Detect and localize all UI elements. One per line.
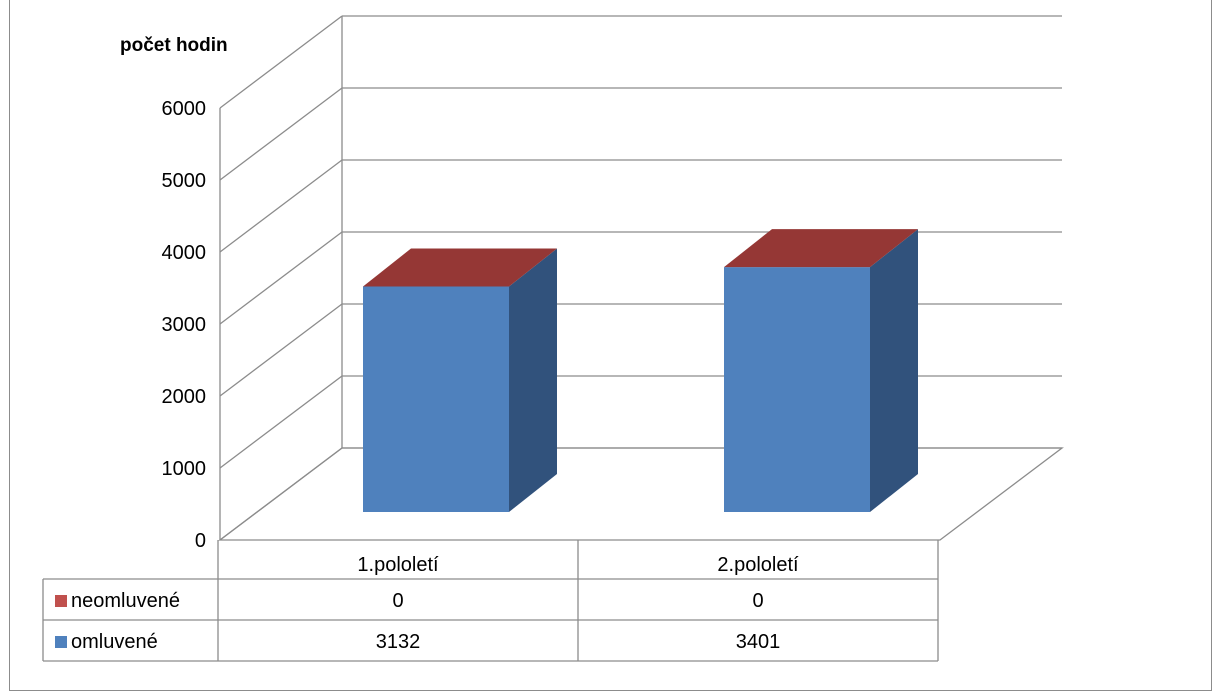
bar-top-neomluvene [363,248,557,287]
y-axis-ticks: 0 1000 2000 3000 4000 5000 6000 [162,98,207,552]
y-axis-label: počet hodin [120,35,228,56]
bar-side-omluvene [870,229,918,513]
side-gridline [219,303,343,397]
y-tick-label: 1000 [162,458,207,480]
y-tick-label: 3000 [162,314,207,336]
floor [218,447,1064,541]
side-gridline [219,375,343,469]
x-category-label: 1.pololetí [357,554,439,576]
y-tick-label: 5000 [162,170,207,192]
legend-key [55,595,67,607]
data-table-value: 3132 [376,631,421,653]
data-table: 1.pololetí 2.pololetí neomluvené 0 0 omluvené… [42,540,939,662]
bars [363,229,918,513]
y-tick-label: 4000 [162,242,207,264]
y-tick-label: 6000 [162,98,207,120]
bar-front-omluvene [724,267,870,512]
bar-front-omluvene [363,286,509,512]
chart-frame [9,0,1212,691]
legend-key [55,636,67,648]
chart-walls [218,15,1064,541]
side-gridline [219,159,343,253]
x-category-label: 2.pololetí [717,554,799,576]
data-table-value: 0 [392,590,403,612]
series-name: omluvené [71,631,158,653]
side-gridline [219,231,343,325]
series-name: neomluvené [71,590,180,612]
bar-top-neomluvene [724,229,918,268]
data-table-value: 0 [752,590,763,612]
y-tick-label: 2000 [162,386,207,408]
y-tick-label: 0 [195,530,206,552]
data-table-value: 3401 [736,631,781,653]
bar-side-omluvene [509,248,557,512]
side-gridline [219,15,343,109]
side-gridline [219,87,343,181]
